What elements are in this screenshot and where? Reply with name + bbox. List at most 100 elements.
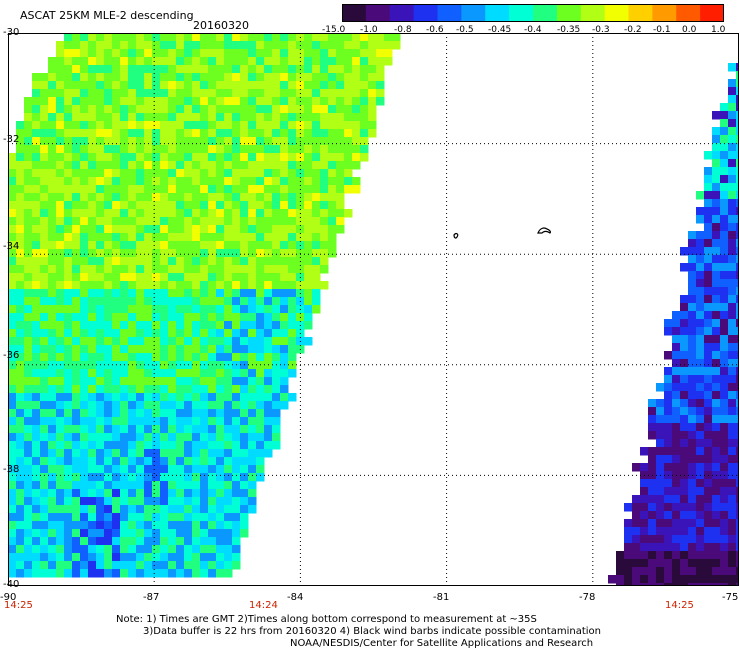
swath-cell	[104, 121, 113, 130]
swath-cell	[216, 137, 225, 146]
swath-cell	[112, 305, 121, 314]
swath-cell	[616, 551, 625, 560]
swath-cell	[176, 481, 185, 490]
swath-cell	[32, 313, 41, 322]
swath-cell	[176, 65, 185, 74]
swath-cell	[216, 409, 225, 418]
swath-cell	[160, 185, 169, 194]
swath-cell	[152, 89, 161, 98]
swath-cell	[40, 353, 49, 362]
swath-cell	[368, 105, 377, 114]
swath-cell	[232, 489, 241, 498]
swath-cell	[192, 137, 201, 146]
swath-cell	[136, 433, 145, 442]
swath-cell	[56, 73, 65, 82]
swath-cell	[24, 161, 33, 170]
swath-cell	[224, 561, 233, 570]
swath-cell	[112, 137, 121, 146]
swath-cell	[24, 401, 33, 410]
swath-cell	[728, 567, 737, 576]
swath-cell	[368, 81, 377, 90]
swath-cell	[712, 247, 721, 256]
swath-cell	[72, 449, 81, 458]
swath-cell	[56, 417, 65, 426]
swath-cell	[32, 289, 41, 298]
swath-cell	[176, 505, 185, 514]
swath-cell	[720, 111, 729, 120]
swath-cell	[32, 385, 41, 394]
swath-cell	[8, 513, 17, 522]
swath-cell	[288, 113, 297, 122]
swath-cell	[312, 241, 321, 250]
swath-cell	[88, 561, 97, 570]
swath-cell	[128, 529, 137, 538]
note-line-3: NOAA/NESDIS/Center for Satellite Applica…	[290, 638, 594, 649]
swath-cell	[152, 185, 161, 194]
swath-cell	[8, 305, 17, 314]
swath-cell	[120, 481, 129, 490]
swath-cell	[192, 401, 201, 410]
swath-cell	[656, 455, 665, 464]
swath-cell	[192, 177, 201, 186]
swath-cell	[112, 369, 121, 378]
swath-cell	[712, 303, 721, 312]
swath-cell	[184, 73, 193, 82]
swath-cell	[352, 113, 361, 122]
swath-cell	[104, 353, 113, 362]
swath-cell	[208, 185, 217, 194]
swath-cell	[648, 503, 657, 512]
swath-cell	[168, 73, 177, 82]
swath-cell	[56, 233, 65, 242]
swath-cell	[192, 457, 201, 466]
swath-cell	[280, 193, 289, 202]
swath-cell	[672, 327, 681, 336]
swath-cell	[168, 529, 177, 538]
swath-cell	[240, 457, 249, 466]
swath-cell	[176, 289, 185, 298]
swath-cell	[16, 353, 25, 362]
swath-cell	[136, 49, 145, 58]
swath-cell	[248, 425, 257, 434]
swath-cell	[304, 257, 313, 266]
swath-cell	[112, 49, 121, 58]
swath-cell	[184, 249, 193, 258]
swath-cell	[720, 487, 729, 496]
swath-cell	[720, 375, 729, 384]
swath-cell	[136, 561, 145, 570]
swath-cell	[136, 377, 145, 386]
swath-cell	[96, 553, 105, 562]
swath-cell	[192, 273, 201, 282]
swath-cell	[216, 369, 225, 378]
swath-cell	[616, 575, 625, 584]
swath-cell	[328, 137, 337, 146]
swath-cell	[48, 97, 57, 106]
swath-cell	[176, 145, 185, 154]
swath-cell	[208, 417, 217, 426]
swath-cell	[704, 383, 713, 392]
swath-cell	[32, 257, 41, 266]
swath-cell	[96, 417, 105, 426]
swath-cell	[80, 297, 89, 306]
swath-cell	[48, 145, 57, 154]
swath-cell	[64, 521, 73, 530]
swath-cell	[48, 233, 57, 242]
swath-cell	[40, 113, 49, 122]
swath-cell	[208, 81, 217, 90]
swath-cell	[152, 193, 161, 202]
swath-cell	[64, 409, 73, 418]
swath-cell	[160, 337, 169, 346]
swath-cell	[688, 327, 697, 336]
swath-cell	[720, 103, 729, 112]
swath-cell	[144, 481, 153, 490]
swath-cell	[232, 425, 241, 434]
swath-cell	[728, 511, 737, 520]
swath-cell	[112, 337, 121, 346]
swath-cell	[640, 463, 649, 472]
swath-cell	[152, 489, 161, 498]
swath-cell	[720, 175, 729, 184]
swath-cell	[168, 97, 177, 106]
swath-cell	[40, 489, 49, 498]
swath-cell	[80, 89, 89, 98]
swath-cell	[120, 537, 129, 546]
swath-cell	[288, 97, 297, 106]
